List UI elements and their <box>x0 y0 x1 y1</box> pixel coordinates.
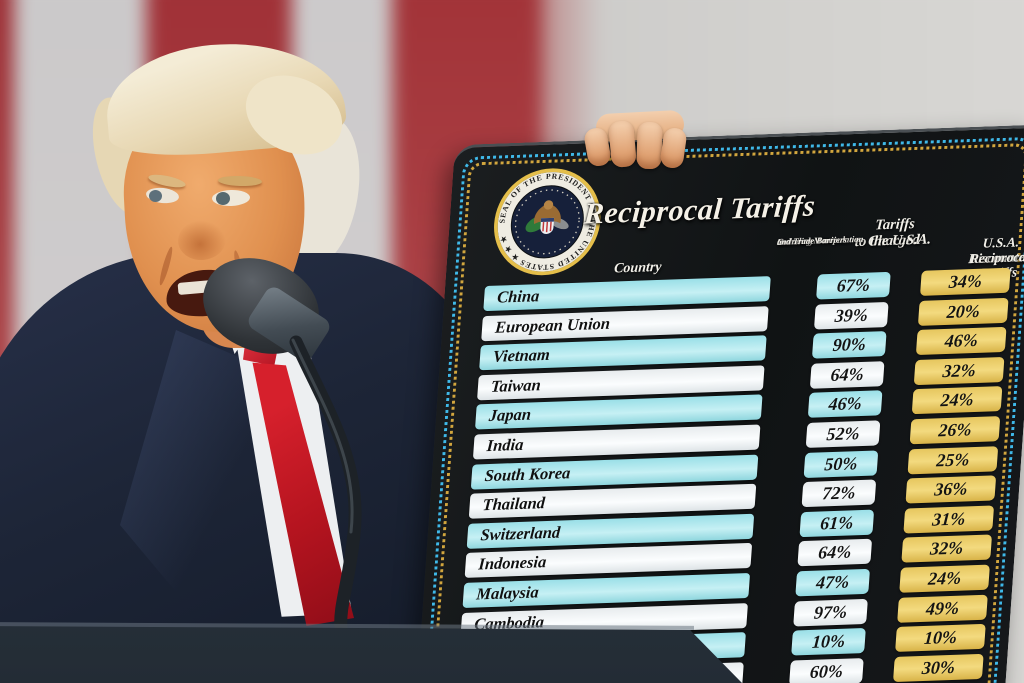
country-bar: Thailand <box>468 483 757 519</box>
charged-tariff-pill: 64% <box>797 539 873 567</box>
country-bar: Indonesia <box>464 543 753 579</box>
discounted-tariff-pill: 30% <box>893 653 984 682</box>
country-bar: European Union <box>481 305 769 341</box>
tariff-rows: China 67% 34% European Union 39% 20% Vietnam 90… <box>454 267 1024 683</box>
country-bar: Switzerland <box>466 513 755 549</box>
charged-tariff-pill: 61% <box>799 509 875 537</box>
country-bar: Japan <box>474 394 763 430</box>
country-bar: Malaysia <box>462 572 751 608</box>
charged-tariff-pill: 52% <box>805 420 881 448</box>
discounted-tariff-pill: 32% <box>901 534 993 564</box>
discounted-tariff-pill: 26% <box>909 416 1001 445</box>
discounted-tariff-pill: 36% <box>905 475 997 504</box>
charged-tariff-pill: 64% <box>809 360 885 389</box>
country-bar: South Korea <box>470 454 759 490</box>
charged-tariff-pill: 39% <box>813 301 889 330</box>
speaker-iris <box>216 192 230 205</box>
charged-tariff-pill: 50% <box>803 449 879 478</box>
charged-tariff-pill: 67% <box>816 271 891 300</box>
charged-tariff-pill: 90% <box>811 331 887 359</box>
charged-tariff-pill: 46% <box>807 390 883 419</box>
discounted-tariff-pill: 25% <box>907 445 999 474</box>
country-bar: India <box>472 424 761 460</box>
discounted-tariff-pill: 20% <box>917 297 1009 326</box>
discounted-tariff-pill: 10% <box>895 623 986 653</box>
discounted-tariff-pill: 31% <box>903 505 995 534</box>
country-bar: Vietnam <box>479 335 767 371</box>
country-bar: Taiwan <box>477 365 765 401</box>
charged-tariff-pill: 97% <box>793 598 868 627</box>
presidential-seal: SEAL OF THE PRESIDENT OF THE UNITED STAT… <box>494 168 601 276</box>
discounted-tariff-pill: 24% <box>899 564 990 593</box>
charged-tariff-pill: 60% <box>789 657 864 683</box>
discounted-tariff-pill: 46% <box>915 327 1007 356</box>
tariff-board: SEAL OF THE PRESIDENT OF THE UNITED STAT… <box>409 124 1024 683</box>
charged-tariff-pill: 47% <box>795 568 871 597</box>
discounted-tariff-pill: 49% <box>897 594 988 623</box>
charged-tariff-pill: 10% <box>791 628 866 656</box>
discounted-tariff-pill: 32% <box>913 356 1005 385</box>
charged-tariff-pill: 72% <box>801 479 877 508</box>
discounted-tariff-pill: 24% <box>911 386 1003 415</box>
discounted-tariff-pill: 34% <box>919 267 1011 296</box>
speaker-iris <box>149 190 162 202</box>
